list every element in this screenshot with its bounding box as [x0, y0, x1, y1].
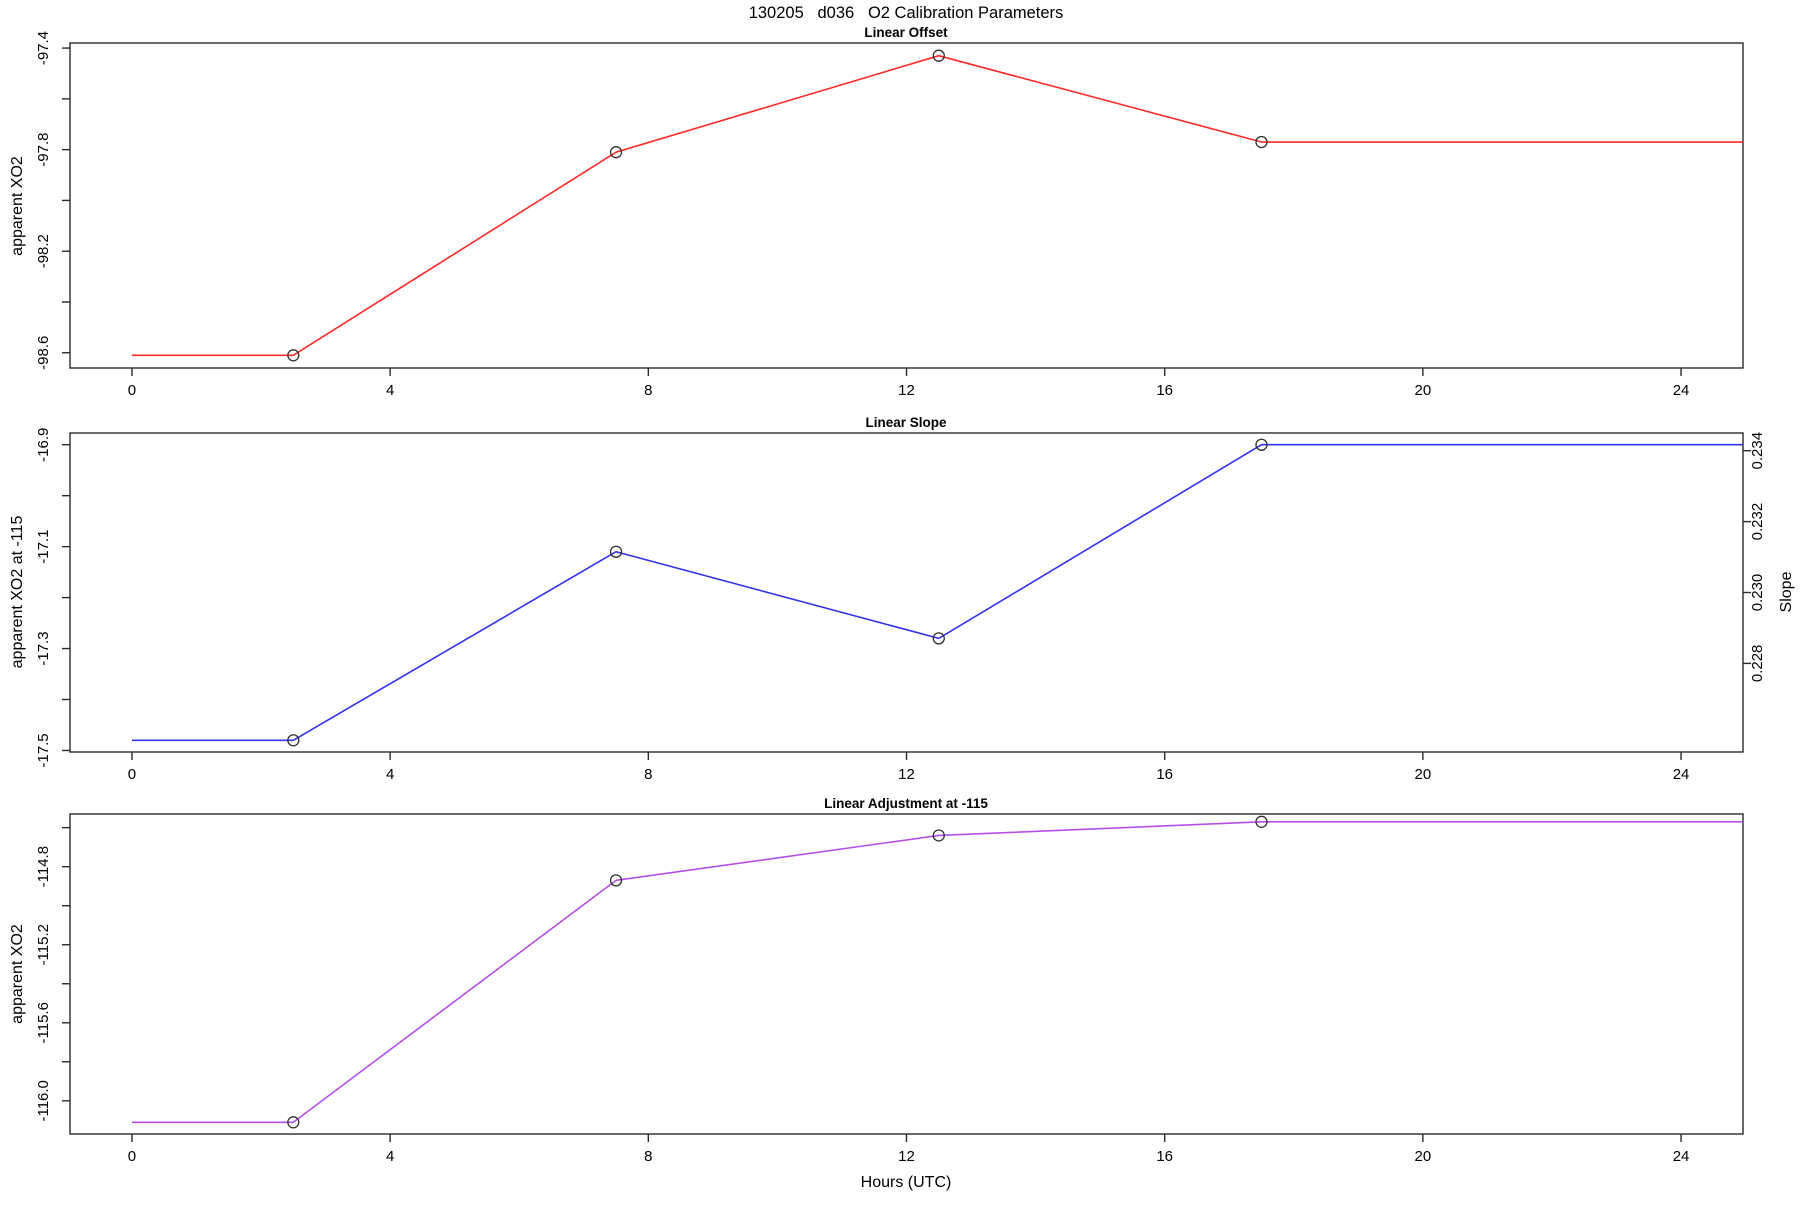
x-tick-label: 4 [386, 382, 394, 399]
x-tick-label: 12 [898, 1148, 915, 1165]
panel-1: -98.6 -98.2 -97.8 -97.4 0 4 8 12 16 20 24 [35, 31, 1744, 399]
x-tick-label: 16 [1156, 382, 1173, 399]
ylabel-right-panel2: Slope [1778, 571, 1795, 612]
x-tick-label: 4 [386, 766, 394, 783]
panel-title-linear-offset: Linear Offset [864, 25, 948, 40]
data-point-marker [1255, 815, 1268, 828]
data-point-marker [609, 874, 623, 887]
panel-box [69, 432, 1744, 753]
y-tick-label: -17.5 [35, 733, 52, 767]
y-tick-label: -97.4 [35, 31, 52, 65]
right-y-tick-label: 0.234 [1749, 432, 1766, 470]
y-tick-label: -17.1 [35, 530, 52, 564]
x-tick-label: 20 [1415, 382, 1432, 399]
x-tick-label: 8 [644, 382, 652, 399]
data-point-marker [932, 632, 945, 645]
right-y-tick-label: 0.230 [1749, 574, 1766, 612]
data-point-marker [287, 349, 300, 362]
right-y-tick-label: 0.228 [1749, 645, 1766, 683]
series-line [131, 821, 1743, 1124]
series-line [131, 443, 1743, 742]
y-tick-label: -98.6 [35, 336, 52, 370]
x-tick-label: 8 [644, 766, 652, 783]
data-point-marker [1255, 438, 1268, 451]
y-tick-label: -114.8 [35, 846, 52, 887]
data-point-marker [287, 734, 300, 747]
data-point-marker [1255, 135, 1268, 149]
panel-box [69, 813, 1744, 1135]
data-point-marker [932, 49, 945, 62]
data-point-marker [609, 545, 623, 558]
panel-title-linear-slope: Linear Slope [865, 415, 947, 430]
x-tick-label: 24 [1673, 1148, 1690, 1165]
y-tick-label: -98.2 [35, 234, 52, 268]
x-tick-label: 20 [1415, 1148, 1432, 1165]
x-tick-label: 0 [128, 766, 136, 783]
x-tick-label: 12 [898, 766, 915, 783]
panel-2: -17.5 -17.3 -17.1 -16.9 0.228 0.230 0.232 0.234… [35, 428, 1766, 783]
y-tick-label: -115.6 [35, 1002, 52, 1043]
x-tick-label: 16 [1156, 766, 1173, 783]
x-tick-label: 16 [1156, 1148, 1173, 1165]
panel-title-linear-adjustment: Linear Adjustment at -115 [824, 796, 988, 811]
panel-box [69, 42, 1744, 369]
x-tick-label: 8 [644, 1148, 652, 1165]
y-tick-label: -116.0 [35, 1080, 52, 1121]
y-tick-label: -97.8 [35, 133, 52, 167]
series-line [131, 54, 1743, 357]
y-tick-label: -17.3 [35, 631, 52, 665]
x-tick-label: 4 [386, 1148, 394, 1165]
x-tick-label: 20 [1415, 766, 1432, 783]
x-tick-label: 0 [128, 382, 136, 399]
panel-3: -116.0 -115.6 -115.2 -114.8 0 4 8 12 16 20 24 [35, 813, 1744, 1165]
ylabel-panel1: apparent XO2 [9, 156, 26, 256]
y-tick-label: -16.9 [35, 428, 52, 462]
ylabel-panel2: apparent XO2 at -115 [9, 516, 26, 669]
data-point-marker [609, 146, 623, 159]
x-tick-label: 0 [128, 1148, 136, 1165]
xlabel: Hours (UTC) [861, 1174, 952, 1191]
y-tick-label: -115.2 [35, 924, 52, 965]
data-point-marker [932, 829, 945, 842]
x-tick-label: 24 [1673, 382, 1690, 399]
ylabel-panel3: apparent XO2 [9, 924, 26, 1024]
data-point-marker [287, 1116, 300, 1129]
x-tick-label: 12 [898, 382, 915, 399]
x-tick-label: 24 [1673, 766, 1690, 783]
main-title: 130205 d036 O2 Calibration Parameters [749, 4, 1064, 22]
right-y-tick-label: 0.232 [1749, 503, 1766, 541]
